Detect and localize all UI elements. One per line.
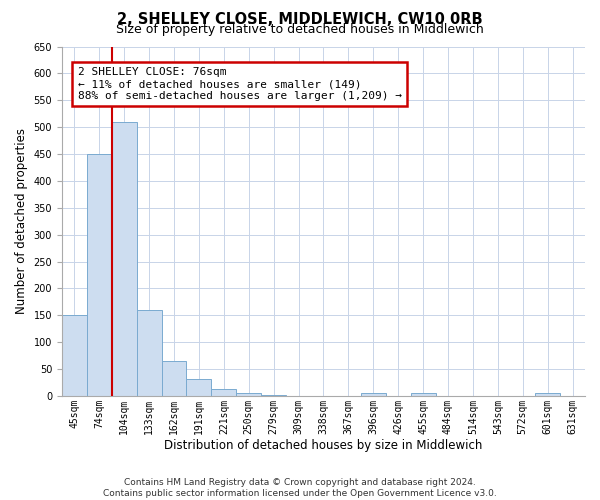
Bar [161, 361, 187, 396]
Bar [236, 393, 261, 396]
Text: 2, SHELLEY CLOSE, MIDDLEWICH, CW10 0RB: 2, SHELLEY CLOSE, MIDDLEWICH, CW10 0RB [117, 12, 483, 28]
Bar [211, 390, 236, 396]
Text: 2 SHELLEY CLOSE: 76sqm
← 11% of detached houses are smaller (149)
88% of semi-de: 2 SHELLEY CLOSE: 76sqm ← 11% of detached… [77, 68, 401, 100]
Bar [62, 316, 87, 396]
Text: Size of property relative to detached houses in Middlewich: Size of property relative to detached ho… [116, 22, 484, 36]
Bar [361, 393, 386, 396]
Bar [137, 310, 161, 396]
Bar [87, 154, 112, 396]
Bar [410, 393, 436, 396]
Y-axis label: Number of detached properties: Number of detached properties [15, 128, 28, 314]
Bar [187, 378, 211, 396]
Bar [112, 122, 137, 396]
Bar [261, 395, 286, 396]
Bar [535, 393, 560, 396]
Text: Contains HM Land Registry data © Crown copyright and database right 2024.
Contai: Contains HM Land Registry data © Crown c… [103, 478, 497, 498]
X-axis label: Distribution of detached houses by size in Middlewich: Distribution of detached houses by size … [164, 440, 482, 452]
